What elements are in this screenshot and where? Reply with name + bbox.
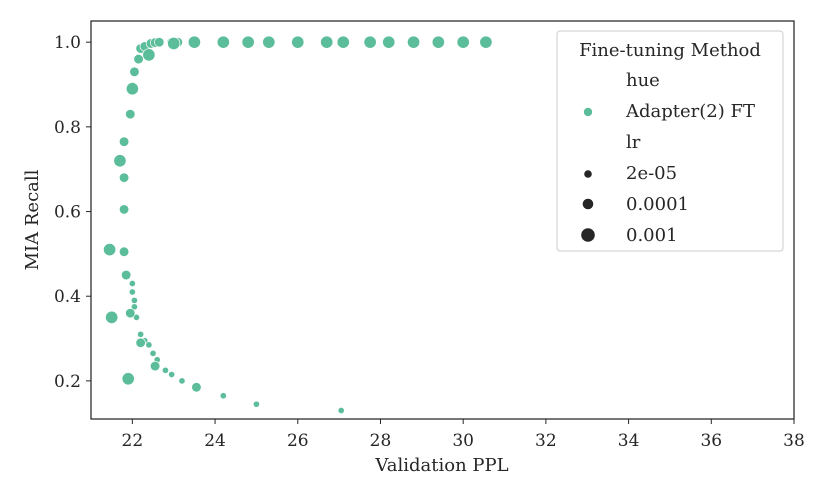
legend-size-entry-small: 2e-05 [626, 163, 677, 184]
data-point [132, 313, 141, 321]
data-point [363, 35, 377, 49]
data-point [431, 35, 445, 49]
data-point [168, 370, 176, 379]
y-tick-label: 0.8 [54, 118, 81, 138]
x-tick-label: 26 [287, 431, 309, 451]
data-point [382, 35, 396, 49]
data-point [130, 296, 138, 304]
x-tick-label: 36 [700, 431, 722, 451]
y-tick-label: 0.2 [54, 372, 81, 392]
data-point [118, 172, 130, 183]
x-tick-label: 34 [618, 431, 640, 451]
data-point [120, 269, 132, 281]
data-point [121, 372, 135, 386]
plot-frame [90, 20, 795, 420]
x-axis-ticks: 22 24 26 28 30 32 34 36 38 [122, 419, 805, 451]
data-point [130, 303, 138, 311]
data-point [167, 36, 181, 50]
x-axis-label: Validation PPL [374, 455, 508, 476]
data-point [103, 243, 117, 257]
x-tick-label: 24 [204, 431, 226, 451]
data-point [125, 307, 136, 319]
data-point [456, 35, 470, 49]
data-point [337, 406, 345, 415]
x-tick-label: 28 [370, 431, 392, 451]
data-point [479, 35, 493, 49]
data-point [129, 66, 140, 77]
legend-size-marker-medium [582, 198, 594, 210]
data-point [191, 382, 202, 393]
data-point [137, 330, 145, 338]
data-point [128, 288, 136, 296]
data-point [113, 154, 127, 168]
data-point [149, 360, 161, 372]
data-points [103, 35, 493, 415]
data-point [125, 108, 136, 120]
legend-size-header: lr [626, 132, 641, 153]
data-point [241, 35, 255, 49]
data-point [145, 341, 153, 349]
legend: Fine-tuning Method hue Adapter(2) FT lr … [556, 30, 784, 252]
legend-hue-header: hue [626, 70, 660, 91]
data-point [133, 53, 144, 65]
legend-size-marker-small [584, 170, 592, 178]
data-point [291, 35, 305, 49]
x-tick-label: 38 [783, 431, 805, 451]
legend-title: Fine-tuning Method [579, 40, 761, 61]
y-axis-ticks: 0.2 0.4 0.6 0.8 1.0 [54, 33, 91, 392]
data-point [118, 246, 130, 257]
legend-hue-entry: Adapter(2) FT [625, 101, 755, 122]
data-point [320, 35, 334, 49]
data-point [149, 349, 157, 357]
data-point [118, 136, 130, 147]
legend-marker-adapter [583, 107, 593, 117]
legend-size-entry-medium: 0.0001 [626, 194, 689, 215]
data-point [128, 279, 136, 288]
data-point [252, 400, 260, 408]
x-tick-label: 30 [452, 431, 474, 451]
data-point [125, 82, 139, 96]
data-point [407, 35, 421, 49]
data-point [118, 204, 130, 215]
y-axis-label: MIA Recall [22, 169, 43, 270]
data-point [142, 48, 156, 62]
x-tick-label: 22 [122, 431, 144, 451]
data-point [154, 37, 165, 48]
legend-size-entry-large: 0.001 [626, 225, 678, 246]
data-point [216, 35, 230, 49]
data-point [178, 377, 186, 385]
data-point [105, 310, 119, 324]
y-tick-label: 0.4 [54, 287, 81, 307]
data-point [187, 35, 201, 49]
y-tick-label: 1.0 [54, 33, 81, 53]
y-tick-label: 0.6 [54, 203, 81, 223]
data-point [135, 337, 146, 348]
legend-box [556, 30, 784, 252]
data-point [336, 35, 350, 49]
legend-size-marker-large [581, 228, 595, 242]
data-point [219, 392, 227, 400]
data-point [262, 35, 276, 49]
x-tick-label: 32 [535, 431, 557, 451]
data-point [161, 366, 169, 374]
